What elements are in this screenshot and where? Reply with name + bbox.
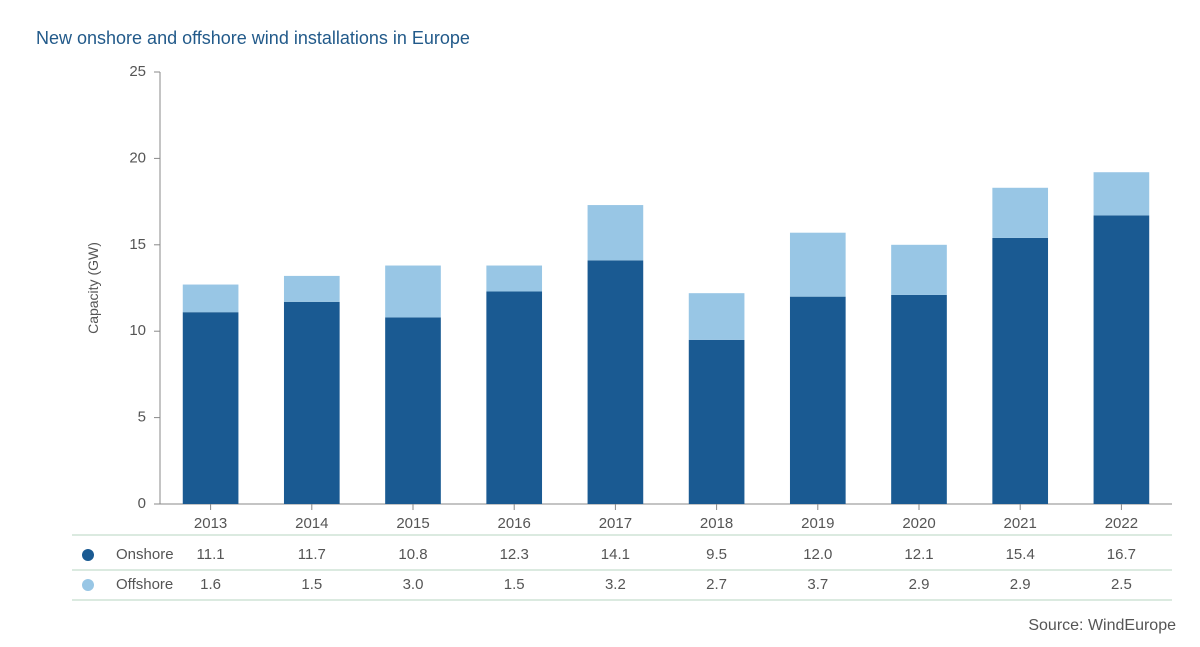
x-tick-label: 2014: [295, 515, 328, 532]
table-cell: 12.1: [904, 546, 933, 563]
bar-segment: [689, 340, 745, 504]
bar-segment: [385, 266, 441, 318]
x-tick-label: 2022: [1105, 515, 1138, 532]
y-tick-label: 25: [129, 63, 146, 80]
table-cell: 9.5: [706, 546, 727, 563]
table-cell: 12.0: [803, 546, 832, 563]
bar-segment: [588, 205, 644, 260]
table-cell: 16.7: [1107, 546, 1136, 563]
bar-segment: [891, 245, 947, 295]
table-cell: 1.5: [301, 576, 322, 593]
bar-segment: [588, 260, 644, 504]
bar-segment: [486, 266, 542, 292]
bar-segment: [486, 291, 542, 504]
table-cell: 2.9: [909, 576, 930, 593]
series-label: Offshore: [116, 576, 173, 593]
x-tick-label: 2015: [396, 515, 429, 532]
bar-segment: [992, 238, 1048, 504]
bar-segment: [790, 233, 846, 297]
table-cell: 3.0: [403, 576, 424, 593]
x-tick-label: 2019: [801, 515, 834, 532]
table-cell: 3.7: [807, 576, 828, 593]
x-tick-label: 2018: [700, 515, 733, 532]
x-tick-label: 2017: [599, 515, 632, 532]
table-cell: 11.7: [298, 546, 326, 563]
bar-segment: [992, 188, 1048, 238]
bar-segment: [385, 317, 441, 504]
source-label: Source: WindEurope: [1028, 617, 1176, 635]
table-cell: 11.1: [197, 546, 225, 563]
x-tick-label: 2021: [1004, 515, 1037, 532]
bar-segment: [689, 293, 745, 340]
legend-marker: [82, 549, 94, 561]
y-axis-label: Capacity (GW): [85, 242, 101, 334]
bar-segment: [183, 285, 239, 313]
table-cell: 1.5: [504, 576, 525, 593]
table-cell: 1.6: [200, 576, 221, 593]
bar-segment: [891, 295, 947, 504]
y-tick-label: 20: [129, 149, 146, 166]
y-tick-label: 10: [129, 322, 146, 339]
table-cell: 2.9: [1010, 576, 1031, 593]
series-label: Onshore: [116, 546, 174, 563]
table-cell: 3.2: [605, 576, 626, 593]
bar-segment: [1094, 172, 1150, 215]
table-cell: 2.5: [1111, 576, 1132, 593]
y-tick-label: 15: [129, 236, 146, 253]
x-tick-label: 2016: [498, 515, 531, 532]
x-tick-label: 2013: [194, 515, 227, 532]
y-tick-label: 5: [138, 409, 146, 426]
table-cell: 15.4: [1006, 546, 1035, 563]
bar-segment: [284, 276, 340, 302]
table-cell: 2.7: [706, 576, 727, 593]
table-cell: 10.8: [398, 546, 427, 563]
bar-segment: [183, 312, 239, 504]
legend-marker: [82, 579, 94, 591]
x-tick-label: 2020: [902, 515, 935, 532]
y-tick-label: 0: [138, 495, 146, 512]
bar-segment: [1094, 215, 1150, 504]
table-cell: 12.3: [500, 546, 529, 563]
bar-segment: [284, 302, 340, 504]
chart-svg: 0 5 10 15 20 25 Capacity (GW) 2013 2014 2015 2016 2…: [0, 0, 1200, 647]
table-cell: 14.1: [601, 546, 630, 563]
bar-segment: [790, 297, 846, 504]
